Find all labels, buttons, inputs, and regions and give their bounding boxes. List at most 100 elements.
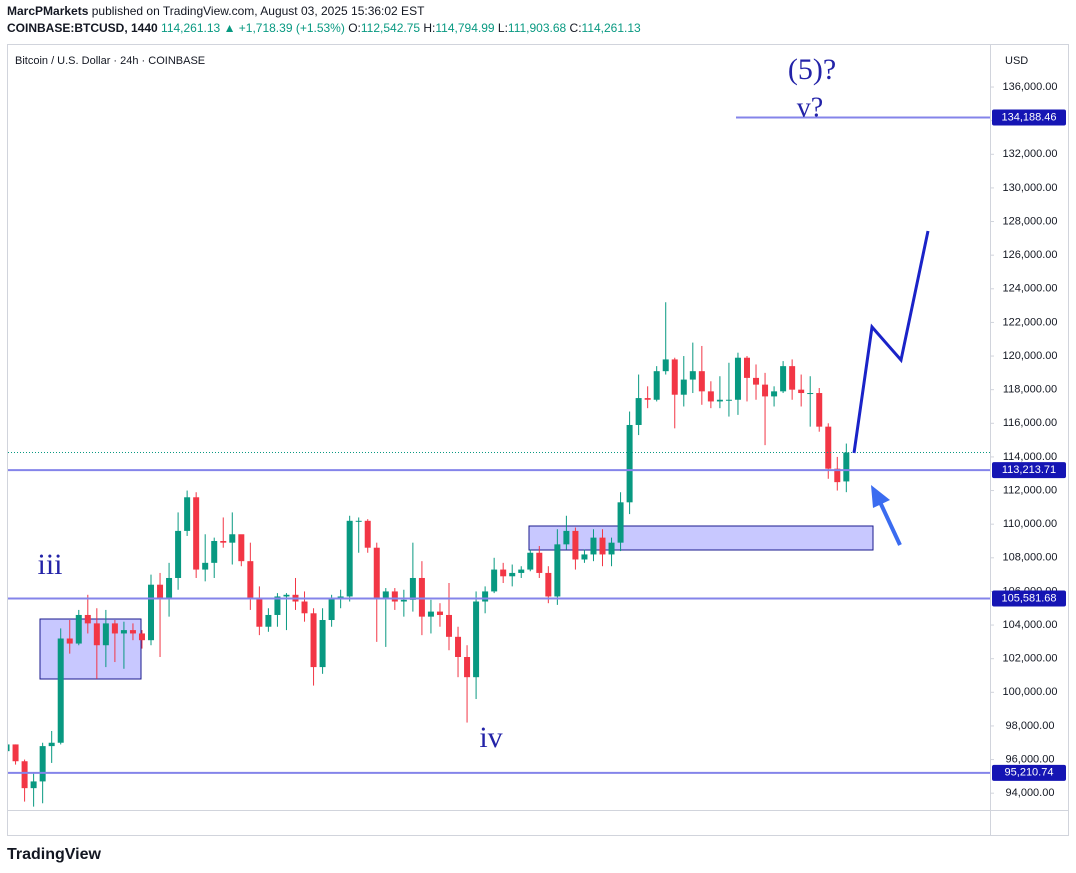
candle-body xyxy=(608,542,615,555)
candle-body xyxy=(572,530,579,560)
author: MarcPMarkets xyxy=(7,4,89,18)
candle-body xyxy=(436,611,443,615)
candle-body xyxy=(716,399,723,402)
price-label-bg xyxy=(992,462,1066,479)
ohlc-value: 114,261.13 xyxy=(582,21,641,35)
candle-body xyxy=(635,398,642,425)
wave-label: iii xyxy=(37,548,62,581)
candle-body xyxy=(653,371,660,400)
ohlc-value: 112,542.75 xyxy=(361,21,420,35)
candle-body xyxy=(391,591,398,602)
candle-body xyxy=(617,502,624,543)
candle-body xyxy=(780,366,787,392)
candle-body xyxy=(599,537,606,555)
candle-body xyxy=(762,384,769,397)
currency: USD xyxy=(1005,55,1028,67)
y-tick-label: 100,000.00 xyxy=(1002,686,1057,698)
candle-body xyxy=(807,393,814,395)
wave-label: (5)? xyxy=(788,53,836,86)
candle-body xyxy=(563,530,570,545)
candle-body xyxy=(834,468,841,483)
candle-body xyxy=(256,598,263,627)
candle-body xyxy=(743,357,750,378)
candle-body xyxy=(355,520,362,522)
candle-body xyxy=(482,591,489,602)
candle-body xyxy=(220,540,227,543)
candle-body xyxy=(184,497,191,531)
x-tick-label: Aug xyxy=(826,816,846,828)
candle-body xyxy=(0,751,1,790)
candle-body xyxy=(21,761,28,789)
candle-body xyxy=(455,636,462,657)
price-label-bg xyxy=(992,764,1066,781)
candle-body xyxy=(148,584,155,641)
y-tick-label: 130,000.00 xyxy=(1002,182,1057,194)
arrow-shaft xyxy=(878,501,902,546)
candle-body xyxy=(346,520,353,597)
y-tick-label: 108,000.00 xyxy=(1002,552,1057,564)
candle-body xyxy=(301,601,308,614)
y-tick-label: 132,000.00 xyxy=(1002,148,1057,160)
y-tick-label: 120,000.00 xyxy=(1002,350,1057,362)
y-tick-label: 116,000.00 xyxy=(1003,417,1057,429)
ohlc-label: C: xyxy=(570,21,582,35)
y-tick-label: 102,000.00 xyxy=(1002,653,1057,665)
candle-body xyxy=(166,577,173,599)
price-label: 95,210.74 xyxy=(1005,767,1054,779)
symbol-line: COINBASE:BTCUSD, 1440 114,261.13 ▲ +1,71… xyxy=(7,21,641,35)
candle-body xyxy=(527,552,534,570)
candle-body xyxy=(427,611,434,617)
candle-body xyxy=(364,520,371,548)
candle-body xyxy=(400,599,407,602)
candle-body xyxy=(283,594,290,597)
candle-body xyxy=(310,613,317,668)
wave-label: iv xyxy=(479,721,502,754)
price: 114,261.13 xyxy=(161,21,220,35)
candle-body xyxy=(202,562,209,570)
y-tick-label: 126,000.00 xyxy=(1002,249,1057,261)
candle-body xyxy=(473,601,480,678)
candle-body xyxy=(545,572,552,597)
candle-body xyxy=(409,577,416,600)
candle-body xyxy=(491,569,498,592)
y-tick-label: 124,000.00 xyxy=(1002,283,1057,295)
candle-body xyxy=(265,614,272,627)
y-tick-label: 136,000.00 xyxy=(1002,81,1057,93)
candle-body xyxy=(771,391,778,397)
ohlc-label: H: xyxy=(423,21,435,35)
candle-body xyxy=(518,569,525,573)
ohlc-value: 111,903.68 xyxy=(508,21,567,35)
candle-body xyxy=(581,554,588,560)
candle-body xyxy=(373,547,380,599)
candle-body xyxy=(825,426,832,469)
candle-body xyxy=(229,534,236,543)
candle-body xyxy=(816,393,823,427)
ohlc-value: 114,794.99 xyxy=(435,21,494,35)
y-tick-label: 128,000.00 xyxy=(1002,215,1057,227)
arrow-head xyxy=(871,485,890,508)
y-tick-label: 94,000.00 xyxy=(1006,787,1055,799)
candle-body xyxy=(238,534,245,562)
candle-body xyxy=(843,452,850,482)
candle-body xyxy=(698,371,705,392)
candle-body xyxy=(48,742,55,747)
y-tick-label: 112,000.00 xyxy=(1003,484,1057,496)
candle-body xyxy=(57,638,64,743)
candle-body xyxy=(464,657,471,678)
candle-body xyxy=(671,359,678,395)
candle-body xyxy=(689,371,696,380)
projection xyxy=(852,230,930,454)
x-tick-label: Jul xyxy=(549,816,563,828)
candle-body xyxy=(500,569,507,577)
y-tick-label: 98,000.00 xyxy=(1006,720,1055,732)
y-tick-label: 118,000.00 xyxy=(1003,384,1057,396)
candle-body xyxy=(626,424,633,503)
published: published on TradingView.com, August 03,… xyxy=(92,4,425,18)
symbol: COINBASE:BTCUSD, 1440 xyxy=(7,21,158,35)
change: ▲ +1,718.39 (+1.53%) xyxy=(224,21,345,35)
brand: TradingView xyxy=(7,846,102,863)
price-label: 105,581.68 xyxy=(1001,592,1056,604)
candle-body xyxy=(590,537,597,555)
candle-body xyxy=(157,584,164,599)
